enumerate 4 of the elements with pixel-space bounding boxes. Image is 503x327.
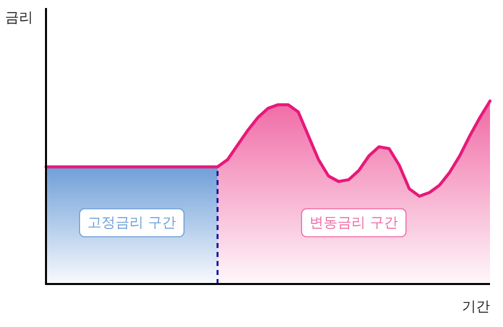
x-axis-title: 기간	[462, 299, 490, 315]
series-label: 고정금리 구간	[88, 214, 176, 231]
text: 금리	[5, 10, 33, 26]
series-label: 변동금리 구간	[310, 214, 398, 231]
